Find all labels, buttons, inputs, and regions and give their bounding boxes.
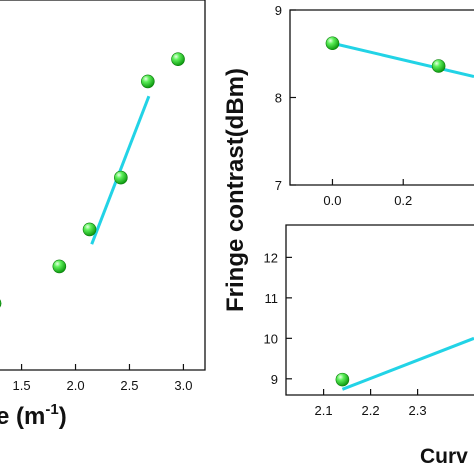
left-plot-frame <box>0 0 206 371</box>
right-top-x-tick-label: 0.0 <box>323 193 341 208</box>
right-bottom-x-tick-label: 2.2 <box>362 403 380 418</box>
right-bottom-y-tick-label: 10 <box>264 331 278 346</box>
right-bottom-y-tick-label: 9 <box>271 372 278 387</box>
left-fit-line <box>90 95 151 245</box>
right-bottom-panel: 9 10 11 12 2.1 2.2 2.3 Curv <box>264 224 474 468</box>
right-top-x-ticks: 0.0 0.2 <box>323 179 412 208</box>
right-bottom-y-ticks: 9 10 11 12 <box>264 250 292 387</box>
right-bottom-data-point <box>335 372 350 387</box>
right-bottom-marks <box>335 336 474 391</box>
right-top-y-tick-label: 8 <box>275 91 282 106</box>
left-x-tick-label: 2.0 <box>66 378 84 393</box>
right-top-y-tick-label: 9 <box>275 3 282 18</box>
right-top-marks <box>325 36 474 78</box>
right-y-axis-label: Fringe contrast(dBm) <box>222 68 249 312</box>
left-data-point <box>82 222 97 237</box>
left-data-point <box>141 74 155 89</box>
left-x-tick-label: 3.0 <box>174 378 192 393</box>
left-marks <box>0 52 185 308</box>
right-bottom-y-tick-label: 12 <box>264 250 278 265</box>
right-bottom-plot-frame <box>285 224 474 396</box>
right-top-x-tick-label: 0.2 <box>394 193 412 208</box>
right-top-y-ticks: 7 8 9 <box>275 3 296 193</box>
left-data-point <box>171 52 185 67</box>
right-top-data-point <box>431 59 446 73</box>
left-x-tick-label: 2.5 <box>120 378 138 393</box>
right-top-data-point <box>325 36 340 51</box>
left-data-point <box>114 170 128 185</box>
right-bottom-fit-line <box>341 336 474 391</box>
right-bottom-x-tick-label: 2.3 <box>409 403 427 418</box>
left-data-point <box>0 299 2 308</box>
right-top-y-tick-label: 7 <box>275 178 282 193</box>
right-bottom-x-ticks: 2.1 2.2 2.3 <box>315 389 427 418</box>
left-panel: 1.5 2.0 2.5 3.0 e (m-1) <box>0 0 206 430</box>
right-top-plot-frame <box>289 9 474 186</box>
right-top-panel: 7 8 9 0.0 0.2 <box>275 3 474 208</box>
right-bottom-y-tick-label: 11 <box>265 291 279 306</box>
left-x-ticks: 1.5 2.0 2.5 3.0 <box>13 364 192 393</box>
right-bottom-x-axis-label: Curv <box>420 445 468 468</box>
right-top-fit-line <box>332 41 474 78</box>
right-bottom-x-tick-label: 2.1 <box>315 403 333 418</box>
left-x-axis-label: e (m-1) <box>0 401 67 430</box>
left-x-tick-label: 1.5 <box>13 378 31 393</box>
left-data-point <box>52 259 67 274</box>
